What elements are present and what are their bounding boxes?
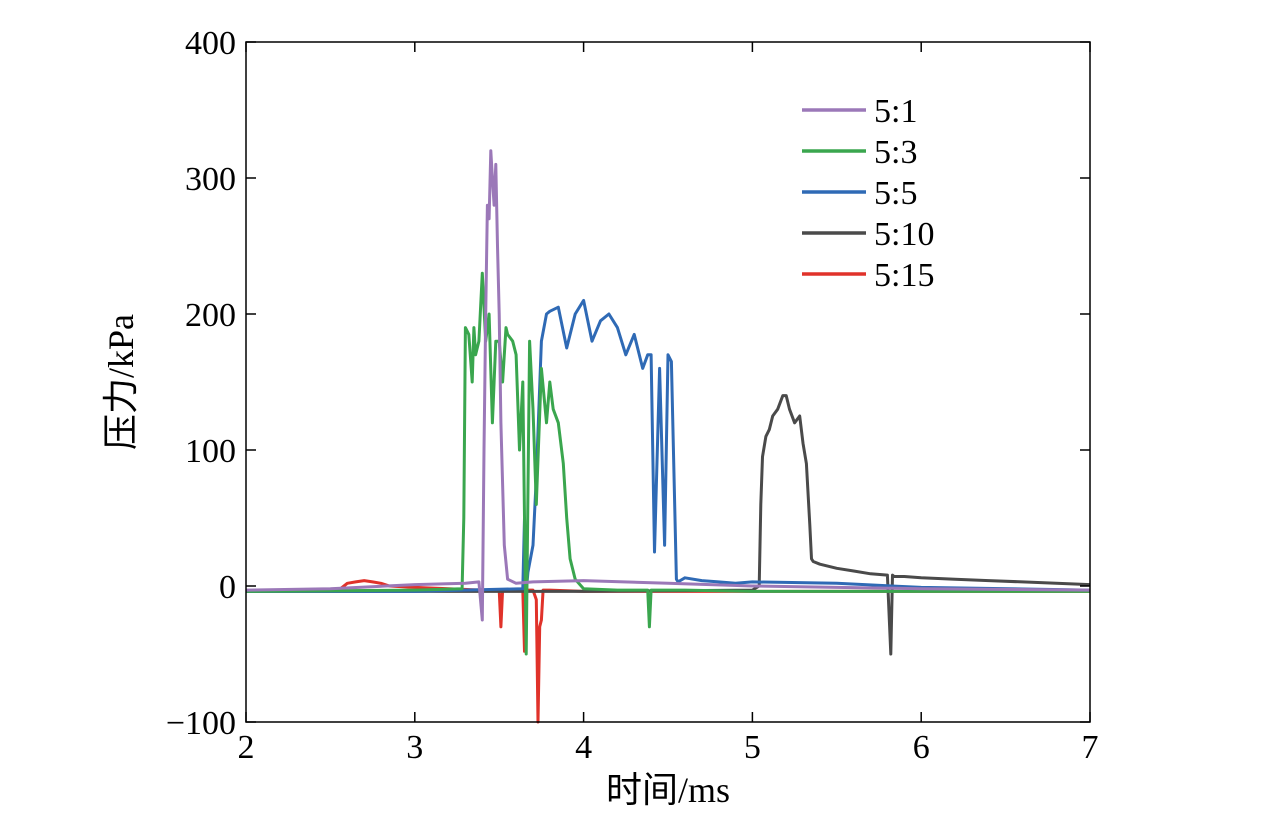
legend-entry: 5:15 — [874, 257, 934, 294]
y-tick-label: 300 — [185, 161, 236, 198]
legend-entry: 5:10 — [874, 216, 934, 253]
legend-entry: 5:3 — [874, 134, 917, 171]
series-line-4 — [245, 271, 1090, 656]
x-tick-label: 3 — [406, 729, 423, 766]
x-tick-label: 4 — [575, 729, 592, 766]
y-tick-label: 100 — [185, 433, 236, 470]
x-tick-label: 7 — [1082, 729, 1099, 766]
series-line-2 — [246, 394, 1091, 656]
y-tick-label: −100 — [166, 705, 236, 742]
x-axis-label: 时间/ms — [606, 770, 730, 810]
legend-entry: 5:5 — [874, 175, 917, 212]
y-axis-label: 压力/kPa — [101, 314, 141, 450]
series-line-3 — [246, 298, 1091, 595]
y-tick-label: 200 — [185, 297, 236, 334]
legend-entry: 5:1 — [874, 93, 917, 130]
y-tick-label: 400 — [185, 25, 236, 62]
series-line-5 — [245, 149, 1091, 622]
series-line-1 — [245, 579, 1090, 724]
y-tick-label: 0 — [219, 569, 236, 606]
x-tick-label: 6 — [913, 729, 930, 766]
legend: 5:1 5:3 5:5 5:10 5:15 — [802, 93, 934, 294]
x-tick-label: 2 — [238, 729, 255, 766]
series-layer — [245, 149, 1091, 724]
plot-frame — [245, 41, 1091, 723]
ticks-layer: 2 3 4 5 6 7 −100 0 100 200 300 400 — [166, 25, 1099, 766]
x-tick-label: 5 — [744, 729, 761, 766]
